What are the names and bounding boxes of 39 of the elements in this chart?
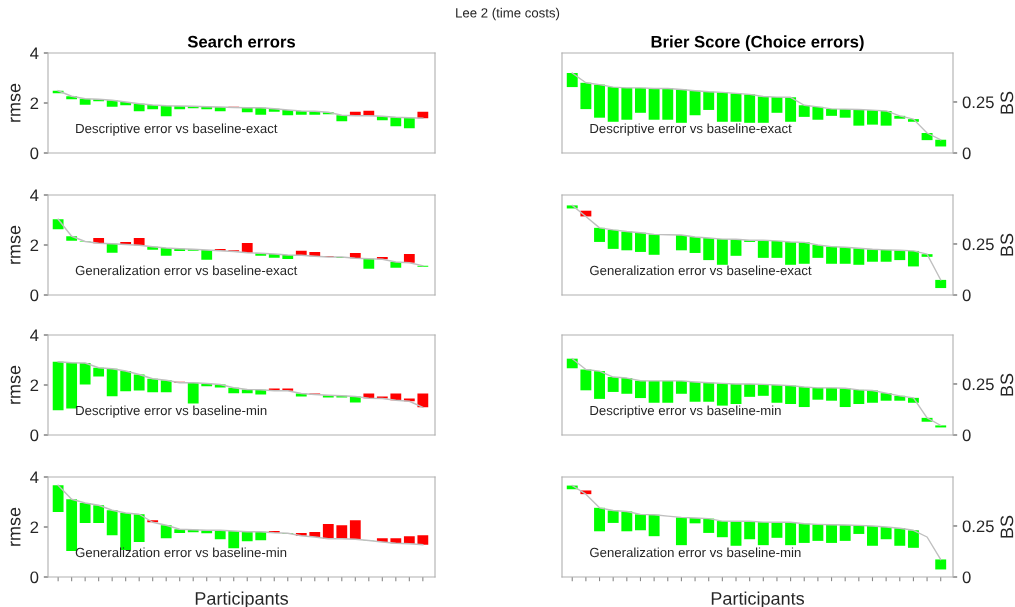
y2-axis-title: BS: [1000, 233, 1014, 256]
y-tick-label: 2: [30, 379, 39, 392]
y2-axis-title: BS: [1000, 91, 1014, 114]
annotation: Generalization error vs baseline-min: [75, 547, 287, 558]
annotation: Generalization error vs baseline-min: [590, 547, 801, 558]
y-tick-label: 4: [30, 329, 39, 342]
annotation: Descriptive error vs baseline-min: [590, 405, 781, 418]
y-axis-title: rmse: [10, 83, 21, 122]
y2-tick-label: 0: [962, 147, 971, 160]
chart-title: Brier Score (Choice errors): [651, 35, 864, 51]
y2-tick-label: 0.25: [962, 238, 994, 251]
annotation: Generalization error vs baseline-exact: [75, 265, 298, 276]
text: Lee 2 (time costs): [456, 7, 560, 21]
y-tick-label: 4: [30, 471, 39, 484]
y2-tick-label: 0.25: [962, 96, 994, 109]
y-tick-label: 2: [30, 97, 39, 110]
y2-axis-title: BS: [1000, 373, 1014, 396]
y-axis-title: rmse: [10, 225, 21, 264]
y2-tick-label: 0: [962, 429, 971, 442]
y-tick-label: 0: [30, 289, 39, 302]
y2-tick-label: 0.25: [962, 378, 994, 391]
y2-tick-label: 0.25: [962, 520, 994, 533]
y-tick-label: 0: [30, 571, 39, 584]
annotation: Descriptive error vs baseline-exact: [590, 123, 792, 136]
y-tick-label: 2: [30, 521, 39, 534]
y-axis-title: rmse: [10, 507, 21, 546]
y-tick-label: 0: [30, 429, 39, 442]
annotation: Generalization error vs baseline-exact: [590, 265, 812, 276]
y2-axis-title: BS: [1000, 515, 1014, 538]
annotation: Descriptive error vs baseline-min: [76, 405, 267, 418]
chart-title: Search errors: [187, 35, 296, 48]
y2-tick-label: 0: [962, 289, 971, 302]
y-tick-label: 4: [30, 189, 39, 202]
annotation: Descriptive error vs baseline-exact: [76, 123, 278, 136]
y-axis-title: rmse: [10, 365, 21, 404]
y-tick-label: 0: [30, 147, 39, 160]
y-tick-label: 4: [30, 47, 39, 60]
y2-tick-label: 0: [962, 571, 971, 584]
y-tick-label: 2: [30, 239, 39, 252]
